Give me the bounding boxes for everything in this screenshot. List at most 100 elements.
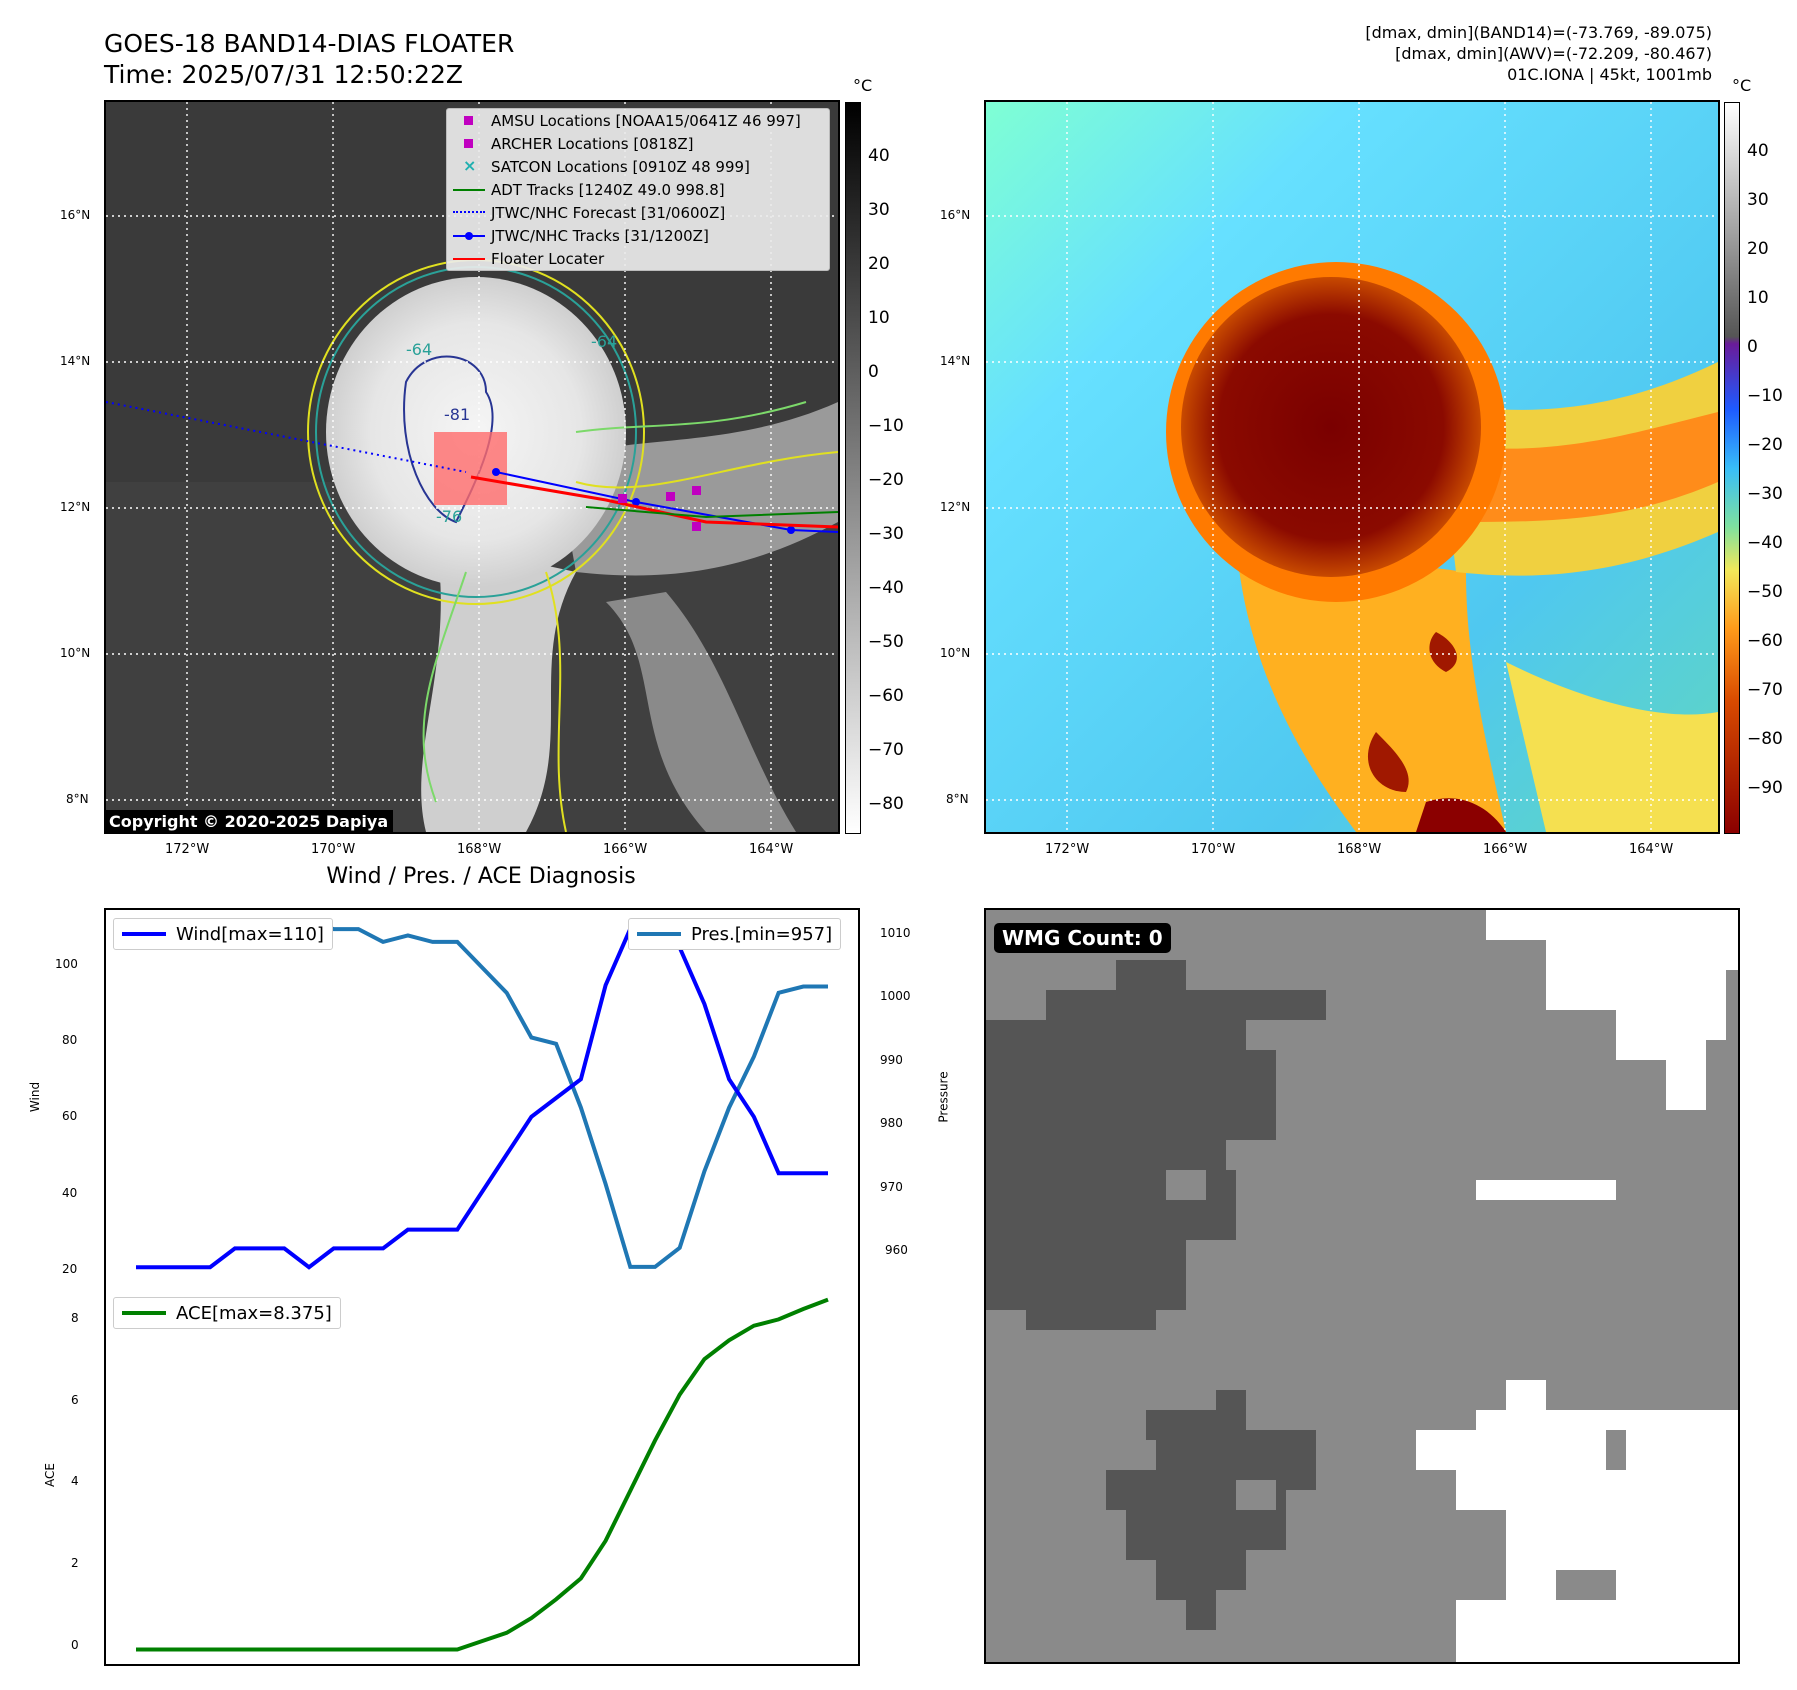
pressure-ytick: 990 <box>880 1053 903 1067</box>
colorbar-tick: 20 <box>1747 239 1769 259</box>
pressure-ytick: 980 <box>880 1116 903 1130</box>
ace-plot <box>136 1297 829 1652</box>
colorbar-tick: −80 <box>868 794 904 814</box>
wind-legend: Wind[max=110] <box>113 918 333 950</box>
colorbar-tick: 20 <box>868 254 890 274</box>
pressure-axis-label: Pressure <box>936 1071 951 1123</box>
ace-ytick: 2 <box>71 1556 79 1570</box>
dotted-line-icon <box>447 201 491 224</box>
lat-label: 12°N <box>940 500 971 514</box>
lat-label: 10°N <box>940 646 971 660</box>
wind-ytick: 60 <box>62 1109 78 1123</box>
colorbar-tick: −50 <box>868 632 904 652</box>
ace-panel <box>104 1286 860 1666</box>
contour-label: -76 <box>436 507 462 526</box>
forecast-track <box>106 401 467 473</box>
info-line-storm: 01C.IONA | 45kt, 1001mb <box>1507 65 1712 84</box>
contour-label: -64 <box>406 340 432 359</box>
awv-colorbar <box>1724 102 1740 834</box>
pressure-series-line <box>136 920 828 1269</box>
colorbar-tick: 30 <box>1747 190 1769 210</box>
ace-ytick: 4 <box>71 1474 79 1488</box>
legend-item-tracks: JTWC/NHC Tracks [31/1200Z] <box>447 224 829 247</box>
colorbar-tick: 0 <box>1747 337 1758 357</box>
ace-ytick: 0 <box>71 1638 79 1652</box>
ir-legend: AMSU Locations [NOAA15/0641Z 46 997] ARC… <box>446 108 830 271</box>
floater-track <box>470 475 838 529</box>
colorbar-tick: −20 <box>868 470 904 490</box>
adt-track <box>585 506 838 519</box>
lat-label: 8°N <box>66 792 89 806</box>
lat-label: 12°N <box>60 500 91 514</box>
legend-item-archer: ARCHER Locations [0818Z] <box>447 132 829 155</box>
colorbar-tick: 10 <box>1747 288 1769 308</box>
lon-label: 164°W <box>749 842 794 857</box>
wind-pressure-panel <box>104 908 860 1288</box>
lon-label: 166°W <box>603 842 648 857</box>
awv-satellite-panel <box>984 100 1720 834</box>
colorbar-tick: −10 <box>1747 386 1783 406</box>
colorbar-tick: −20 <box>1747 435 1783 455</box>
lon-label: 172°W <box>165 842 210 857</box>
wind-series-line <box>136 926 828 1270</box>
info-line-band14: [dmax, dmin](BAND14)=(-73.769, -89.075) <box>1365 23 1712 42</box>
ace-legend: ACE[max=8.375] <box>113 1297 341 1329</box>
colorbar-tick: −30 <box>1747 484 1783 504</box>
lat-label: 16°N <box>940 208 971 222</box>
lat-label: 16°N <box>60 208 91 222</box>
ace-axis-label: ACE <box>42 1463 57 1487</box>
colorbar-tick: −30 <box>868 524 904 544</box>
pressure-ytick: 960 <box>885 1243 908 1257</box>
lat-label: 14°N <box>940 354 971 368</box>
info-text: [dmax, dmin](BAND14)=(-73.769, -89.075) … <box>1365 22 1712 85</box>
wind-ytick: 20 <box>62 1262 78 1276</box>
awv-imagery <box>986 102 1718 832</box>
line-marker-icon <box>447 178 491 201</box>
legend-item-floater: Floater Locater <box>447 247 829 270</box>
ace-ytick: 6 <box>71 1393 79 1407</box>
diagnosis-title: Wind / Pres. / ACE Diagnosis <box>326 864 636 889</box>
ace-series-line <box>136 1297 829 1652</box>
colorbar-tick: −40 <box>868 578 904 598</box>
pressure-ytick: 1000 <box>880 989 911 1003</box>
colorbar-tick: −80 <box>1747 729 1783 749</box>
wind-axis-label: Wind <box>28 1081 43 1113</box>
colorbar-tick: −60 <box>1747 631 1783 651</box>
legend-swatch <box>637 932 681 936</box>
lon-label: 172°W <box>1045 842 1090 857</box>
wind-ytick: 100 <box>55 957 78 971</box>
colorbar-tick: −40 <box>1747 533 1783 553</box>
contour-label: -81 <box>444 405 470 424</box>
legend-item-amsu: AMSU Locations [NOAA15/0641Z 46 997] <box>447 109 829 132</box>
lat-label: 10°N <box>60 646 91 660</box>
wmg-map <box>986 910 1738 1662</box>
colorbar-tick: 0 <box>868 362 879 382</box>
main-title: GOES-18 BAND14-DIAS FLOATER Time: 2025/0… <box>104 29 515 89</box>
line-dot-icon <box>447 224 491 247</box>
wind-pressure-plot <box>136 920 828 1270</box>
colorbar-tick: −10 <box>868 416 904 436</box>
legend-item-forecast: JTWC/NHC Forecast [31/0600Z] <box>447 201 829 224</box>
colorbar-tick: −60 <box>868 686 904 706</box>
colorbar-tick: −70 <box>1747 680 1783 700</box>
copyright-notice: Copyright © 2020-2025 Dapiya <box>104 810 394 833</box>
square-marker-icon <box>447 109 491 132</box>
colorbar-tick: −70 <box>868 740 904 760</box>
legend-item-satcon: × SATCON Locations [0910Z 48 999] <box>447 155 829 178</box>
ace-ytick: 8 <box>71 1311 79 1325</box>
lon-label: 166°W <box>1483 842 1528 857</box>
colorbar-tick: −50 <box>1747 582 1783 602</box>
wind-ytick: 40 <box>62 1186 78 1200</box>
ir-colorbar-unit: °C <box>853 76 873 95</box>
ir-colorbar <box>845 102 861 834</box>
pressure-legend: Pres.[min=957] <box>628 918 842 950</box>
contour-label: -64 <box>591 332 617 351</box>
lon-label: 170°W <box>311 842 356 857</box>
line-marker-icon <box>447 247 491 270</box>
wind-ytick: 80 <box>62 1033 78 1047</box>
lon-label: 168°W <box>457 842 502 857</box>
square-marker-icon <box>447 132 491 155</box>
awv-gridlines <box>986 102 1718 832</box>
colorbar-tick: 10 <box>868 308 890 328</box>
wmg-panel <box>984 908 1740 1664</box>
